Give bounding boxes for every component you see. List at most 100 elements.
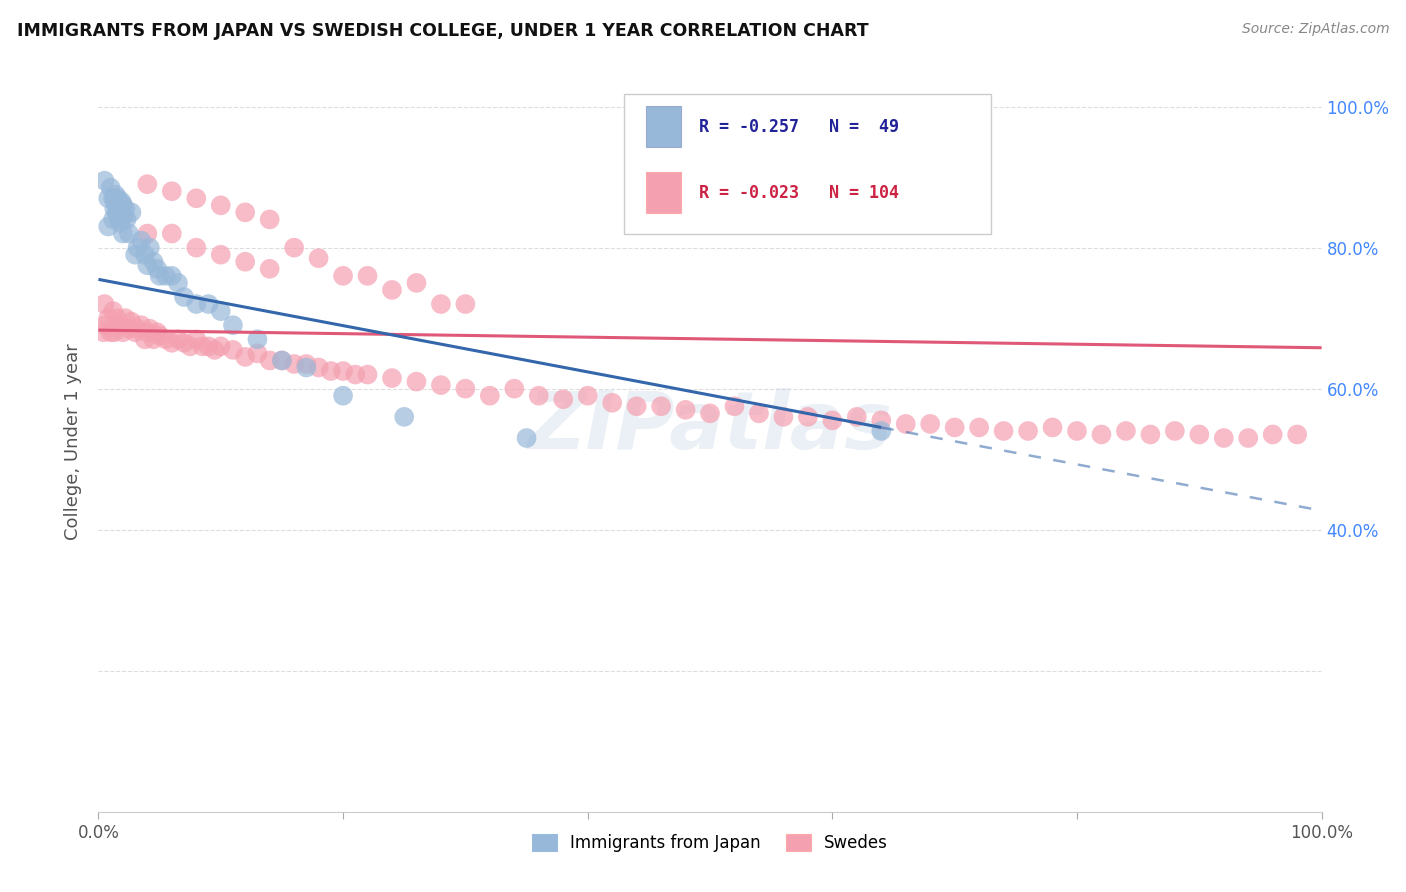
Point	[110, 318, 132, 333]
Point	[943, 420, 966, 434]
Point	[139, 241, 162, 255]
Point	[173, 335, 195, 350]
Point	[124, 325, 146, 339]
Point	[129, 234, 152, 248]
Point	[94, 318, 117, 333]
FancyBboxPatch shape	[624, 94, 991, 235]
Point	[103, 202, 125, 216]
Point	[155, 268, 177, 283]
Point	[723, 399, 745, 413]
Point	[118, 322, 141, 336]
Point	[134, 248, 156, 262]
Point	[146, 261, 169, 276]
Point	[186, 191, 208, 205]
Point	[553, 392, 575, 407]
Point	[204, 343, 226, 357]
Point	[134, 332, 156, 346]
Point	[246, 332, 269, 346]
Point	[111, 198, 134, 212]
Point	[103, 191, 125, 205]
Point	[146, 325, 169, 339]
Point	[97, 191, 120, 205]
Point	[209, 198, 232, 212]
Point	[344, 368, 367, 382]
Point	[118, 227, 141, 241]
Point	[209, 304, 232, 318]
Point	[115, 212, 138, 227]
Y-axis label: College, Under 1 year: College, Under 1 year	[65, 343, 83, 540]
Point	[197, 339, 219, 353]
Point	[233, 205, 256, 219]
Point	[101, 191, 124, 205]
Text: R = -0.257   N =  49: R = -0.257 N = 49	[699, 118, 898, 136]
Point	[1286, 427, 1309, 442]
Point	[1066, 424, 1088, 438]
Point	[107, 191, 129, 205]
Point	[129, 318, 152, 333]
Point	[576, 389, 599, 403]
Point	[894, 417, 917, 431]
Point	[107, 318, 129, 333]
Point	[111, 198, 134, 212]
Point	[454, 382, 477, 396]
Point	[1164, 424, 1187, 438]
Point	[503, 382, 526, 396]
Point	[160, 335, 183, 350]
Point	[101, 304, 124, 318]
Point	[186, 332, 208, 346]
Point	[179, 339, 201, 353]
Text: ZIPatlas: ZIPatlas	[527, 388, 893, 466]
Point	[160, 227, 183, 241]
Point	[93, 297, 115, 311]
Point	[405, 375, 427, 389]
Point	[675, 402, 697, 417]
Point	[381, 283, 404, 297]
Point	[295, 360, 318, 375]
Point	[478, 389, 501, 403]
Point	[1188, 427, 1211, 442]
Point	[283, 241, 305, 255]
Point	[1139, 427, 1161, 442]
Point	[308, 251, 330, 265]
Point	[356, 368, 378, 382]
Point	[209, 248, 232, 262]
Point	[1017, 424, 1039, 438]
Point	[104, 187, 127, 202]
Point	[405, 276, 427, 290]
Point	[233, 350, 256, 364]
FancyBboxPatch shape	[647, 172, 681, 213]
Point	[100, 325, 122, 339]
Point	[967, 420, 990, 434]
Point	[167, 332, 190, 346]
Point	[105, 311, 128, 326]
Point	[259, 353, 281, 368]
Text: R = -0.023   N = 104: R = -0.023 N = 104	[699, 184, 898, 202]
Point	[650, 399, 672, 413]
Point	[107, 209, 129, 223]
Point	[308, 360, 330, 375]
Point	[160, 184, 183, 198]
Point	[246, 346, 269, 360]
Point	[136, 325, 159, 339]
Point	[114, 311, 136, 326]
Point	[845, 409, 868, 424]
Point	[1261, 427, 1284, 442]
Point	[173, 290, 195, 304]
Point	[222, 343, 245, 357]
Point	[127, 241, 149, 255]
Point	[97, 219, 120, 234]
Point	[191, 339, 214, 353]
Point	[332, 268, 354, 283]
Point	[772, 409, 794, 424]
Point	[600, 396, 623, 410]
Point	[295, 357, 318, 371]
Point	[120, 205, 142, 219]
Point	[332, 389, 354, 403]
Point	[186, 241, 208, 255]
Point	[259, 261, 281, 276]
Point	[1237, 431, 1260, 445]
Point	[110, 216, 132, 230]
Point	[149, 268, 172, 283]
Point	[270, 353, 294, 368]
Point	[1212, 431, 1234, 445]
